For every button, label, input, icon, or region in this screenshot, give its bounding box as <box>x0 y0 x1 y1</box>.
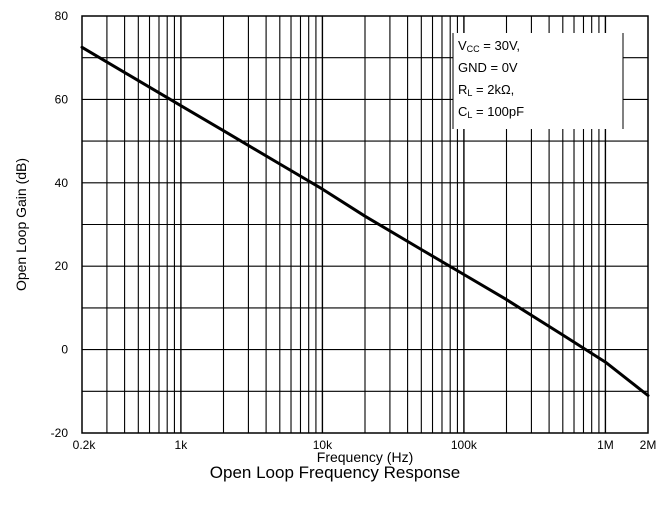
y-tick-label: 60 <box>55 92 69 106</box>
x-tick-label: 10k <box>313 438 333 452</box>
x-tick-label: 1M <box>597 438 614 452</box>
x-axis-label: Frequency (Hz) <box>317 449 413 465</box>
y-tick-label: 20 <box>55 259 69 273</box>
x-tick-label: 1k <box>175 438 189 452</box>
y-tick-label: 40 <box>55 176 69 190</box>
plot-frame <box>81 15 649 434</box>
annotation-line: GND = 0V <box>458 60 518 75</box>
series-line <box>80 45 650 397</box>
y-tick-label: -20 <box>51 426 69 440</box>
x-tick-label: 2M <box>640 438 657 452</box>
x-tick-labels: 0.2k 1k 10k 100k 1M 2M <box>73 438 657 452</box>
y-tick-labels: -20 0 20 40 60 80 <box>51 9 69 440</box>
annotation-text: VCC = 30V, GND = 0V RL = 2kΩ, CL = 100pF <box>452 33 624 129</box>
y-axis-label: Open Loop Gain (dB) <box>13 158 29 291</box>
y-tick-label: 0 <box>61 343 68 357</box>
annotation-line: CL = 100pF <box>458 104 524 120</box>
y-tick-label: 80 <box>55 9 69 23</box>
x-tick-label: 0.2k <box>73 438 97 452</box>
x-tick-label: 100k <box>451 438 478 452</box>
chart-title: Open Loop Frequency Response <box>209 463 461 482</box>
annotation-line: RL = 2kΩ, <box>458 82 514 98</box>
chart-svg: VCC = 30V, GND = 0V RL = 2kΩ, CL = 100pF 0.… <box>13 9 657 465</box>
annotation-line: VCC = 30V, <box>458 38 520 54</box>
annotation-box <box>453 33 623 129</box>
